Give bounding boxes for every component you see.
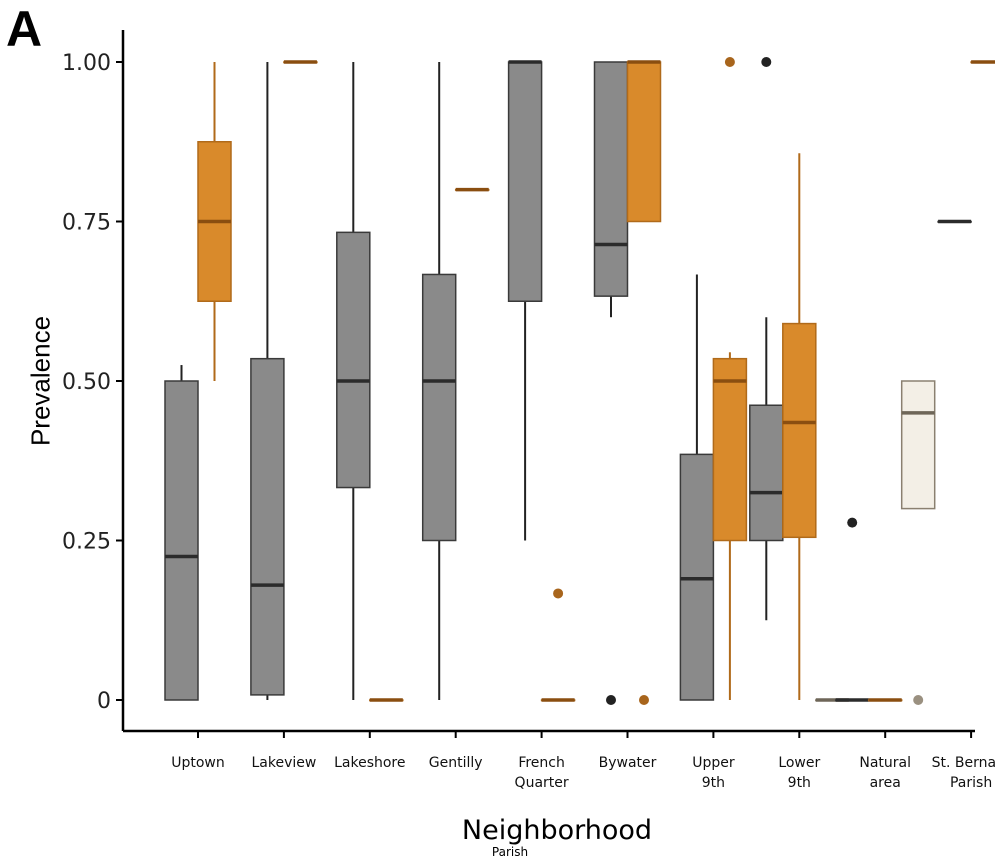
x-tick-label: Lakeview (251, 755, 316, 771)
x-tick-label: French (518, 755, 565, 771)
x-tick-label: Lower (778, 755, 820, 771)
y-tick-label: 0 (97, 689, 111, 714)
x-tick-label: area (870, 775, 901, 791)
x-tick-label: Uptown (171, 755, 225, 771)
x-tick-label: Parish (950, 775, 992, 791)
box (507, 61, 543, 302)
outlier-point (639, 695, 649, 705)
y-tick-label: 0.75 (62, 211, 111, 236)
box (593, 61, 629, 297)
x-tick-label: 9th (702, 775, 725, 791)
outlier-point (606, 695, 616, 705)
x-tick-label: Upper (692, 755, 735, 771)
outlier-point (553, 588, 564, 599)
box (164, 380, 199, 701)
x-tick-label: Quarter (515, 775, 569, 791)
y-axis-title: Prevalence (25, 315, 56, 447)
box (900, 380, 936, 510)
x-tick-label: Bywater (599, 755, 657, 771)
box (749, 404, 784, 542)
box (421, 273, 457, 542)
x-tick-label: St. Bernard (932, 755, 995, 771)
box (626, 61, 662, 223)
outlier-point (724, 57, 735, 67)
x-tick-label: Gentilly (429, 755, 483, 771)
x-axis-title: Neighborhood (461, 815, 653, 846)
y-tick-label: 0.50 (62, 370, 111, 395)
y-tick-label: 0.25 (62, 530, 111, 555)
y-tick-label: 1.00 (62, 51, 111, 76)
box (336, 231, 371, 489)
outlier-point (913, 695, 924, 705)
box (782, 322, 817, 539)
x-tick-label: Natural (859, 755, 911, 771)
box (250, 357, 285, 696)
box (712, 357, 748, 542)
x-tick-label: 9th (788, 775, 811, 791)
x-tick-label: Lakeshore (334, 755, 405, 771)
legend-title: Parish (491, 845, 529, 859)
outlier-point (761, 57, 772, 67)
outlier-point (847, 517, 858, 528)
panel-label: A (6, 1, 43, 57)
